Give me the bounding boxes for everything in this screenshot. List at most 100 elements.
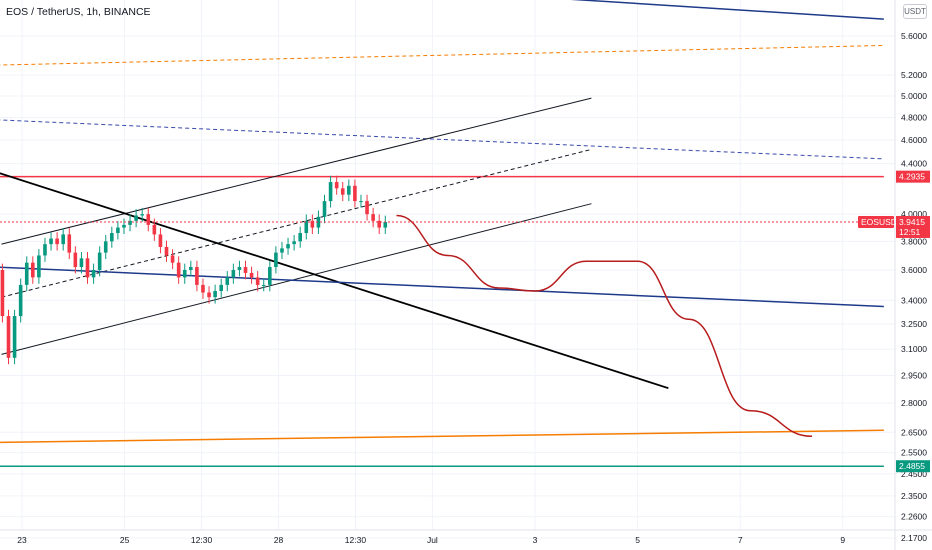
- y-tick-label: 3.8000: [901, 236, 927, 246]
- resistance-label: 4.2935: [896, 170, 930, 183]
- dashed-blue-line: [0, 119, 884, 160]
- candle-body: [219, 284, 224, 291]
- candle: [164, 240, 169, 262]
- candle: [207, 286, 211, 304]
- candle: [61, 228, 65, 251]
- x-tick-label: Jul: [427, 535, 438, 545]
- candle: [359, 194, 363, 208]
- y-tick-label: 2.2600: [901, 512, 927, 522]
- candle: [286, 237, 290, 255]
- candle-body: [249, 272, 254, 278]
- candle-body: [243, 267, 248, 273]
- candle: [310, 214, 315, 234]
- y-tick-label: 4.6000: [901, 135, 927, 145]
- candle: [261, 278, 266, 292]
- candle-body: [110, 233, 114, 242]
- candle: [322, 194, 327, 224]
- candle-body: [43, 244, 47, 256]
- candle-body: [0, 269, 5, 317]
- candle-body: [128, 220, 132, 225]
- candle: [170, 249, 175, 270]
- y-tick-label: 3.1000: [901, 344, 927, 354]
- candle: [152, 218, 157, 241]
- candle: [134, 209, 138, 228]
- candle-body: [201, 284, 205, 293]
- candle-body: [322, 201, 327, 217]
- candle-body: [55, 238, 59, 245]
- y-tick-label: 2.1700: [901, 533, 927, 543]
- grid-lines: [0, 0, 895, 539]
- candle-body: [79, 258, 84, 268]
- candle: [189, 260, 193, 277]
- candle: [158, 228, 163, 254]
- chart-title: EOS / TetherUS, 1h, BINANCE: [6, 6, 151, 18]
- candle-body: [67, 234, 72, 253]
- price-axis[interactable]: 5.6000 5.2000 5.0000 4.8000 4.6000 4.4000 4.00…: [894, 0, 927, 550]
- candle: [116, 221, 120, 240]
- candle-body: [189, 267, 193, 270]
- candle: [334, 175, 339, 195]
- candle: [316, 210, 321, 234]
- candle: [128, 214, 132, 232]
- candle-body: [328, 182, 333, 202]
- channel-lower: [1, 203, 592, 355]
- blue-support-line: [0, 266, 884, 308]
- y-tick-label: 2.4500: [901, 469, 927, 479]
- symbol-tag-text: EOSUSDT: [861, 217, 902, 227]
- candle: [353, 179, 357, 208]
- candle: [243, 260, 248, 280]
- candle: [280, 242, 284, 260]
- countdown-text: 12:51: [899, 227, 921, 237]
- candle-body: [347, 185, 351, 195]
- candle-body: [182, 269, 187, 278]
- candle-body: [91, 269, 96, 278]
- y-tick-label: 2.6500: [901, 427, 927, 437]
- last-price-text: 3.9415: [899, 217, 925, 227]
- resistance-text: 4.2935: [899, 172, 925, 182]
- x-tick-label: 28: [274, 535, 284, 545]
- candle: [31, 256, 35, 284]
- candle-body: [377, 220, 382, 228]
- candle: [304, 214, 309, 240]
- candle-body: [31, 262, 35, 278]
- candle: [201, 278, 205, 299]
- candle-body: [97, 252, 102, 270]
- candle: [268, 260, 272, 292]
- candle-body: [146, 214, 151, 225]
- candle: [255, 271, 260, 292]
- candle-body: [292, 241, 296, 245]
- candle-body: [371, 214, 375, 221]
- time-axis[interactable]: 23 25 12:30 28 12:30 Jul 3 5 7 9: [0, 529, 932, 545]
- top-dashed-orange-line: [0, 44, 884, 66]
- y-tick-label: 3.4000: [901, 295, 927, 305]
- y-tick-label: 4.8000: [901, 113, 927, 123]
- currency-unit-button[interactable]: USDT: [903, 4, 927, 19]
- candle: [55, 232, 59, 251]
- candle-body: [170, 255, 175, 263]
- candle: [37, 249, 41, 284]
- candle-body: [6, 316, 11, 358]
- y-tick-label: 2.8000: [901, 398, 927, 408]
- support-tag: [896, 460, 930, 473]
- candle: [140, 207, 144, 222]
- candle: [225, 271, 230, 292]
- candle-body: [231, 269, 236, 278]
- candle-body: [225, 277, 230, 285]
- candle: [110, 226, 114, 248]
- candle-body: [304, 220, 309, 234]
- support-text: 2.4855: [899, 461, 925, 471]
- candle-body: [261, 284, 266, 286]
- x-tick-label: 7: [738, 535, 743, 545]
- candles-layer: [0, 175, 388, 365]
- candle-body: [340, 188, 345, 195]
- candle-body: [383, 221, 388, 228]
- candle: [6, 309, 11, 365]
- candle-body: [49, 238, 53, 245]
- candle: [182, 263, 187, 284]
- last-price-tag: [896, 215, 930, 238]
- y-tick-label: 3.6000: [901, 265, 927, 275]
- candle: [0, 263, 5, 323]
